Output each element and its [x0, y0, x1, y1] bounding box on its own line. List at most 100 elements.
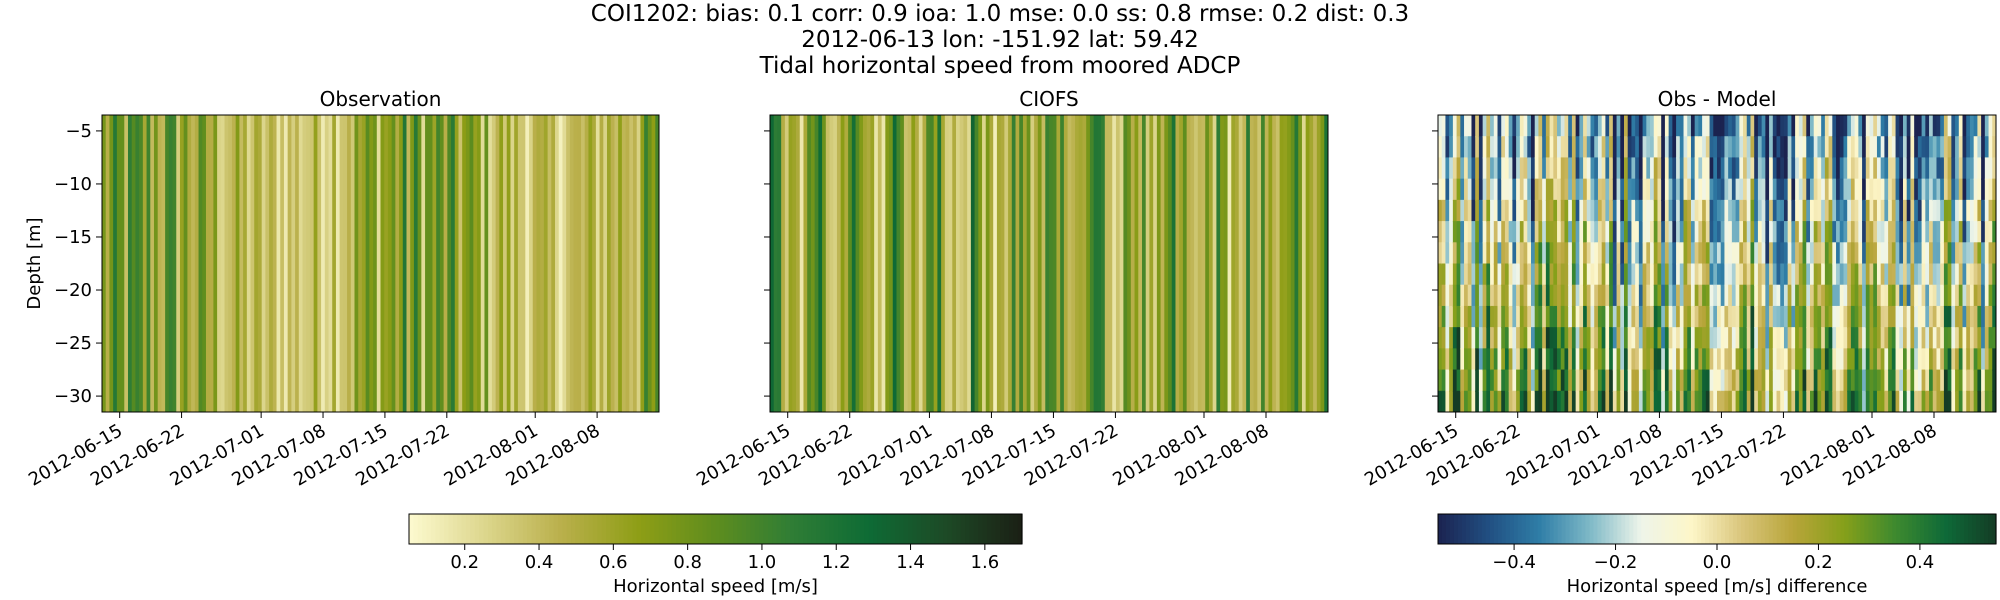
heatmap-column — [369, 115, 374, 412]
heatmap-cell — [1449, 284, 1454, 307]
heatmap-column — [387, 115, 393, 412]
colorbar-swatch — [816, 514, 822, 544]
heatmap-column — [510, 115, 515, 412]
heatmap-cell — [1452, 305, 1458, 329]
heatmap-cell — [1583, 221, 1588, 244]
heatmap-cell — [1501, 305, 1506, 329]
heatmap-cell — [1839, 305, 1845, 329]
heatmap-cell — [1743, 327, 1748, 350]
heatmap-cell — [1728, 263, 1733, 286]
heatmap-cell — [1783, 263, 1789, 286]
heatmap-cell — [1531, 305, 1536, 329]
colorbar-swatch — [1569, 514, 1575, 544]
colorbar-swatch — [662, 514, 668, 544]
heatmap-cell — [1557, 242, 1562, 265]
colorbar-tick-label: 0.8 — [673, 552, 702, 573]
heatmap-column — [773, 115, 779, 412]
heatmap-cell — [1687, 242, 1692, 265]
heatmap-cell — [1947, 221, 1952, 244]
heatmap-cell — [1776, 263, 1781, 286]
heatmap-column — [529, 115, 534, 412]
heatmap-cell — [1672, 327, 1677, 350]
heatmap-cell — [1910, 178, 1915, 201]
heatmap-column — [280, 115, 285, 412]
heatmap-cell — [1850, 390, 1856, 412]
colorbar-swatch — [789, 514, 795, 544]
heatmap-cell — [1456, 157, 1461, 180]
heatmap-cell — [1884, 263, 1889, 286]
heatmap-cell — [1557, 390, 1562, 412]
colorbar-swatch — [409, 514, 414, 544]
heatmap-cell — [1943, 221, 1949, 244]
heatmap-column — [309, 115, 315, 412]
heatmap-cell — [1545, 263, 1551, 286]
heatmap-cell — [1847, 157, 1852, 180]
heatmap-cell — [1490, 136, 1495, 159]
heatmap-cell — [1441, 390, 1447, 412]
heatmap-cell — [1597, 115, 1603, 138]
heatmap-cell — [1516, 327, 1521, 350]
heatmap-cell — [1702, 305, 1707, 329]
heatmap-cell — [1594, 115, 1599, 138]
heatmap-column — [243, 115, 248, 412]
heatmap-cell — [1917, 305, 1923, 329]
colorbar-swatch — [1912, 514, 1917, 544]
heatmap-cell — [1780, 115, 1785, 138]
heatmap-cell — [1910, 390, 1915, 412]
heatmap-cell — [1475, 115, 1480, 138]
heatmap-cell — [1650, 284, 1655, 307]
colorbar-swatch — [916, 514, 922, 544]
heatmap-cell — [1486, 369, 1491, 392]
heatmap-column — [276, 115, 281, 412]
heatmap-cell — [1765, 369, 1770, 392]
heatmap-cell — [1475, 157, 1480, 180]
heatmap-cell — [1549, 221, 1554, 244]
heatmap-cell — [1891, 199, 1897, 223]
heatmap-cell — [1638, 327, 1644, 350]
heatmap-cell — [1638, 242, 1644, 265]
heatmap-cell — [1713, 305, 1718, 329]
heatmap-cell — [1746, 305, 1752, 329]
heatmap-cell — [1549, 242, 1554, 265]
heatmap-column — [269, 115, 274, 412]
heatmap-cell — [1798, 348, 1804, 371]
colorbar-swatch — [1784, 514, 1790, 544]
heatmap-cell — [1743, 369, 1748, 392]
heatmap-cell — [1843, 199, 1848, 223]
heatmap-cell — [1966, 348, 1971, 371]
heatmap-cell — [1523, 263, 1528, 286]
heatmap-cell — [1936, 157, 1941, 180]
heatmap-cell — [1616, 136, 1621, 159]
heatmap-cell — [1638, 369, 1644, 392]
heatmap-cell — [1821, 284, 1826, 307]
colorbar-swatch — [925, 514, 931, 544]
heatmap-cell — [1735, 305, 1740, 329]
colorbar-tick-label: −0.2 — [1594, 552, 1638, 573]
heatmap-column — [974, 115, 979, 412]
heatmap-cell — [1891, 178, 1897, 201]
heatmap-cell — [1549, 178, 1554, 201]
heatmap-cell — [1605, 157, 1610, 180]
heatmap-cell — [1449, 242, 1454, 265]
heatmap-cell — [1452, 327, 1458, 350]
heatmap-cell — [1646, 157, 1651, 180]
heatmap-cell — [1899, 199, 1904, 223]
heatmap-cell — [1836, 305, 1841, 329]
heatmap-cell — [1709, 178, 1714, 201]
heatmap-cell — [1549, 369, 1554, 392]
heatmap-cell — [1757, 284, 1763, 307]
heatmap-cell — [1720, 327, 1726, 350]
colorbar-swatch — [1541, 514, 1547, 544]
heatmap-cell — [1914, 327, 1919, 350]
heatmap-cell — [1880, 305, 1885, 329]
heatmap-cell — [1646, 263, 1651, 286]
heatmap-cell — [1921, 284, 1926, 307]
heatmap-cell — [1739, 136, 1744, 159]
y-tick-label: −10 — [54, 174, 92, 195]
heatmap-cell — [1557, 284, 1562, 307]
colorbar-swatch — [439, 514, 445, 544]
heatmap-cell — [1929, 157, 1934, 180]
heatmap-column — [506, 115, 512, 412]
heatmap-cell — [1958, 178, 1964, 201]
heatmap-cell — [1516, 157, 1521, 180]
